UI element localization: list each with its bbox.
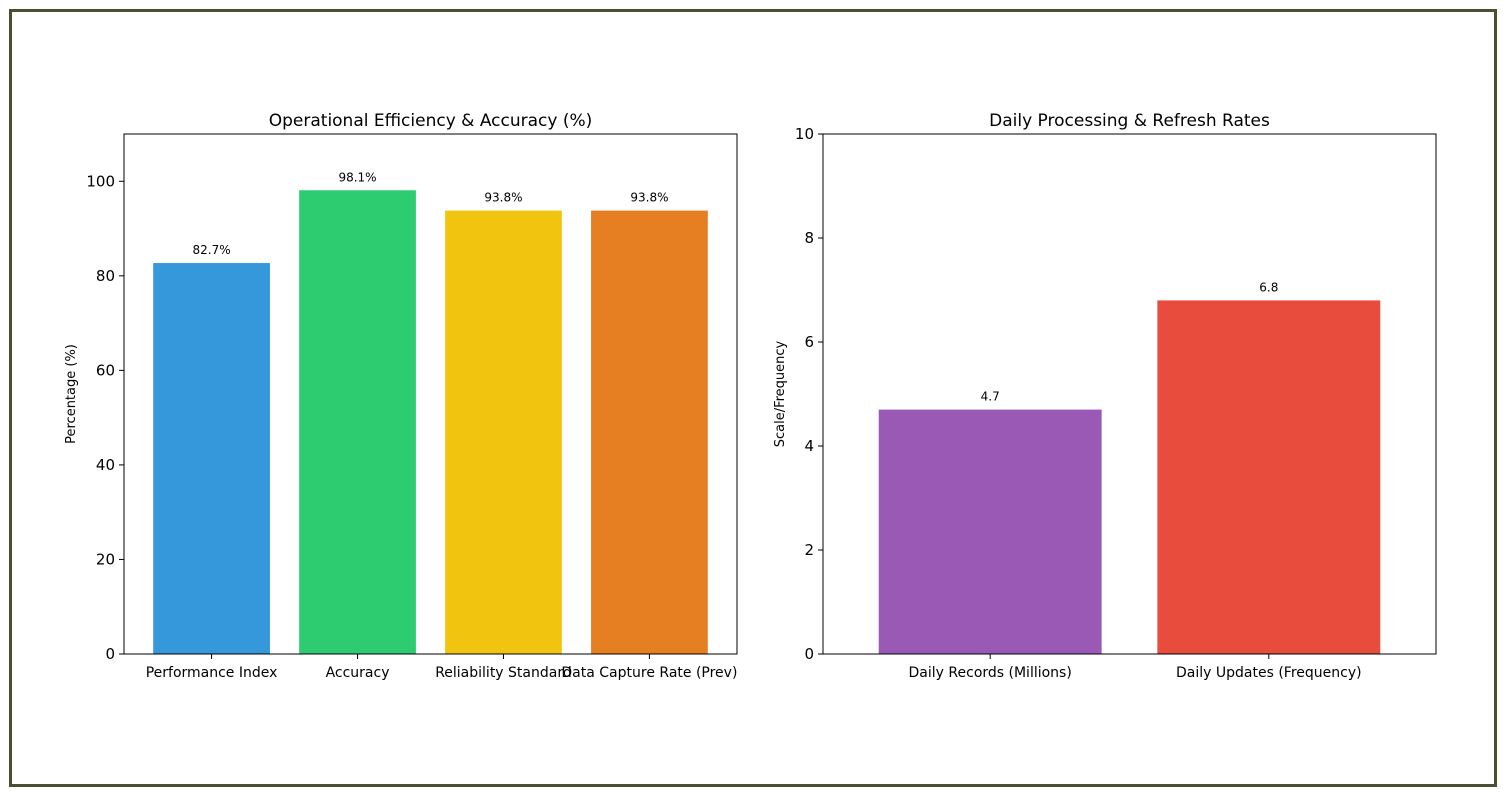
y-tick-label: 6 [804, 333, 814, 351]
y-axis-label: Scale/Frequency [773, 340, 788, 447]
plot-area-frame [822, 133, 1437, 655]
y-tick-label: 4 [804, 437, 814, 455]
plot-area-frame [123, 133, 738, 655]
y-tick-label: 20 [96, 550, 115, 568]
x-tick-label: Daily Records (Millions) [909, 665, 1072, 681]
x-tick-label: Reliability Standard [435, 665, 572, 681]
y-tick-label: 0 [804, 645, 814, 663]
y-tick-label: 80 [96, 267, 115, 285]
y-tick-label: 100 [86, 172, 115, 190]
x-tick-label: Data Capture Rate (Prev) [561, 665, 737, 681]
bar-daily-updates-frequency [1157, 300, 1381, 654]
y-tick-label: 0 [105, 645, 115, 663]
x-tick-label: Performance Index [146, 665, 278, 681]
bar-data-capture-rate-prev [591, 210, 708, 654]
data-label: 6.8 [1259, 280, 1278, 294]
data-label: 93.8% [484, 191, 522, 205]
y-tick-label: 40 [96, 456, 115, 474]
x-tick-label: Daily Updates (Frequency) [1176, 665, 1362, 681]
data-label: 93.8% [630, 191, 668, 205]
data-label: 82.7% [193, 243, 231, 257]
bar-performance-index [153, 263, 270, 654]
y-tick-label: 2 [804, 541, 814, 559]
chart-title: Operational Efficiency & Accuracy (%) [269, 111, 593, 131]
chart-title: Daily Processing & Refresh Rates [989, 111, 1270, 131]
bar-accuracy [299, 190, 416, 654]
bar-daily-records-millions [878, 409, 1102, 654]
y-tick-label: 60 [96, 361, 115, 379]
x-tick-label: Accuracy [326, 665, 390, 681]
y-tick-label: 8 [804, 229, 814, 247]
bar-reliability-standard [445, 210, 562, 654]
figure-border [9, 9, 1497, 787]
y-axis-label: Percentage (%) [64, 344, 79, 444]
y-tick-label: 10 [795, 125, 814, 143]
data-label: 4.7 [981, 390, 1000, 404]
data-label: 98.1% [338, 170, 376, 184]
